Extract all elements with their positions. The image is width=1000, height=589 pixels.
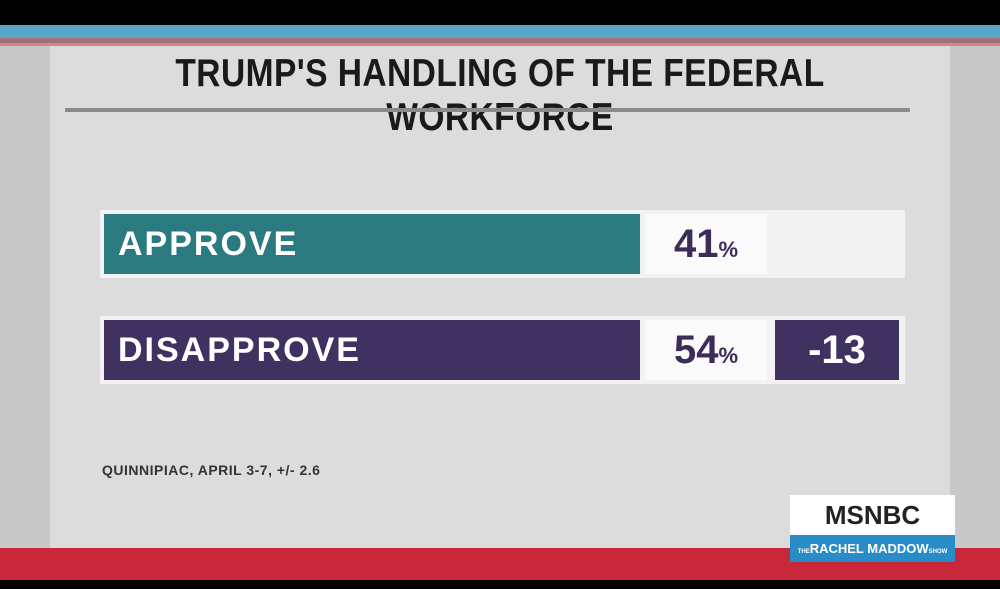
value-box: 54% — [645, 320, 767, 380]
row: DISAPPROVE 54% -13 — [100, 316, 905, 384]
margin: -13 — [775, 320, 899, 380]
value-box: 41% — [645, 214, 767, 274]
bar: APPROVE — [104, 214, 640, 274]
row-label: DISAPPROVE — [118, 331, 361, 369]
top-band — [0, 0, 1000, 25]
show: THERACHEL MADDOWSHOW — [790, 535, 955, 562]
row: APPROVE 41% — [100, 210, 905, 278]
network: MSNBC — [790, 495, 955, 535]
show-prefix: THE — [797, 549, 810, 555]
side-left — [0, 46, 50, 551]
bar: DISAPPROVE — [104, 320, 640, 380]
top-edge-red — [0, 38, 1000, 46]
side-right — [950, 46, 1000, 551]
unit: % — [718, 343, 739, 368]
value: 41 — [673, 222, 719, 266]
row-label: APPROVE — [118, 225, 299, 263]
source: QUINNIPIAC, APRIL 3-7, +/- 2.6 — [102, 462, 321, 478]
logo: MSNBC THERACHEL MADDOWSHOW — [790, 495, 955, 562]
unit: % — [718, 237, 739, 262]
bottom-band — [0, 580, 1000, 589]
value: 54 — [673, 328, 719, 372]
show-name: RACHEL MADDOW — [809, 541, 929, 556]
title: TRUMP'S HANDLING OF THE FEDERAL WORKFORC… — [175, 52, 825, 139]
show-suffix: SHOW — [928, 549, 948, 555]
title-rule — [65, 108, 910, 112]
